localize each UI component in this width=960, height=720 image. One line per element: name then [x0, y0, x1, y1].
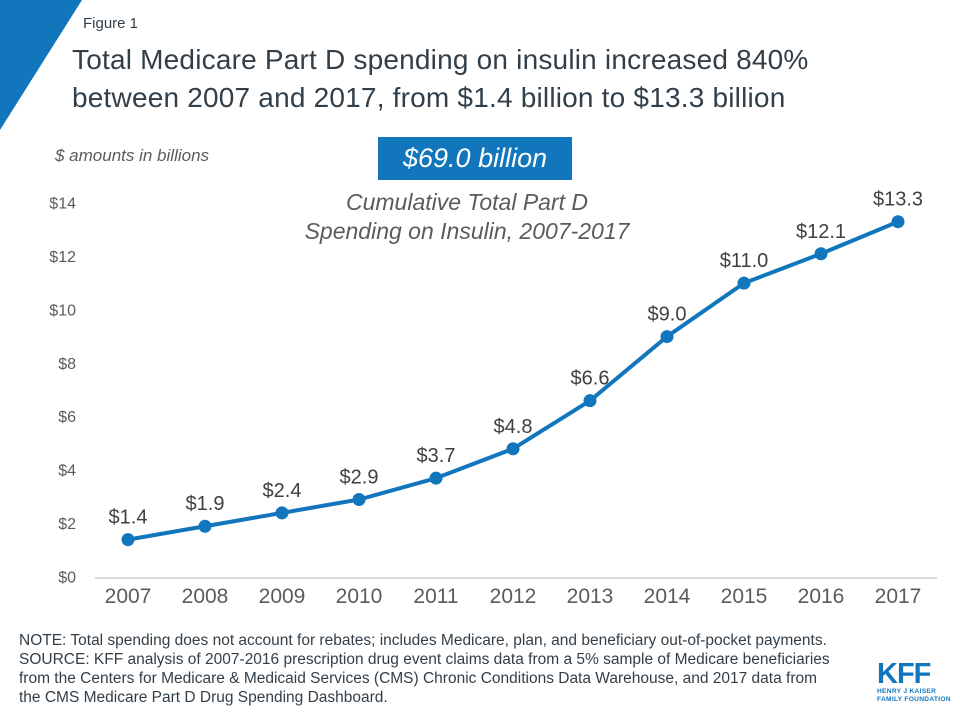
data-label-2013: $6.6 — [571, 368, 610, 390]
x-tick-label-2014: 2014 — [644, 585, 691, 608]
page-title: Total Medicare Part D spending on insuli… — [72, 41, 809, 117]
note-line-1: NOTE: Total spending does not account fo… — [19, 632, 827, 649]
y-tick-label-12: $12 — [49, 249, 76, 266]
y-tick-label-4: $4 — [58, 463, 76, 480]
footnotes: NOTE: Total spending does not account fo… — [19, 631, 830, 707]
trend-line — [126, 219, 900, 542]
y-tick-label-0: $0 — [58, 570, 76, 587]
data-label-2014: $9.0 — [648, 304, 687, 326]
y-tick-label-10: $10 — [49, 302, 76, 319]
figure-label: Figure 1 — [83, 15, 139, 32]
y-tick-label-14: $14 — [49, 196, 76, 213]
kff-logo-subtitle: HENRY J KAISER FAMILY FOUNDATION — [877, 688, 951, 703]
kff-logo-subtitle-line-2: FAMILY FOUNDATION — [877, 695, 951, 703]
corner-triangle — [0, 0, 82, 130]
kff-logo-subtitle-line-1: HENRY J KAISER — [877, 688, 937, 695]
units-note: $ amounts in billions — [55, 146, 210, 165]
data-label-2009: $2.4 — [263, 480, 302, 502]
callout-subtitle-line-2: Spending on Insulin, 2007-2017 — [304, 218, 630, 244]
y-tick-label-2: $2 — [58, 516, 76, 533]
callout-subtitle-line-1: Cumulative Total Part D — [345, 189, 589, 215]
data-label-2011: $3.7 — [417, 445, 456, 467]
data-point-2012 — [506, 442, 520, 456]
x-tick-label-2007: 2007 — [105, 585, 152, 608]
data-label-2015: $11.0 — [720, 250, 769, 272]
data-point-2016 — [814, 247, 828, 261]
x-tick-label-2008: 2008 — [182, 585, 229, 608]
data-point-2007 — [121, 533, 135, 547]
data-label-2016: $12.1 — [796, 221, 846, 243]
kff-logo: KFF HENRY J KAISER FAMILY FOUNDATION — [877, 658, 951, 703]
data-point-2014 — [660, 330, 674, 344]
title-line-1: Total Medicare Part D spending on insuli… — [72, 44, 809, 75]
x-tick-label-2017: 2017 — [875, 585, 922, 608]
callout-subtitle: Cumulative Total Part D Spending on Insu… — [305, 188, 630, 246]
source-line-2: from the Centers for Medicare & Medicaid… — [19, 670, 818, 687]
x-tick-label-2013: 2013 — [567, 585, 614, 608]
x-tick-label-2010: 2010 — [336, 585, 383, 608]
x-tick-label-2015: 2015 — [721, 585, 768, 608]
data-label-2007: $1.4 — [109, 507, 148, 529]
data-point-2013 — [583, 394, 597, 408]
x-tick-label-2016: 2016 — [798, 585, 845, 608]
x-tick-label-2009: 2009 — [259, 585, 306, 608]
data-label-2012: $4.8 — [494, 416, 533, 438]
kff-logo-wordmark: KFF — [877, 658, 931, 690]
corner-accent-shape — [0, 0, 82, 130]
callout-value-box: $69.0 billion — [378, 137, 573, 180]
source-line-1: SOURCE: KFF analysis of 2007-2016 prescr… — [19, 651, 830, 668]
data-label-2017: $13.3 — [873, 189, 923, 211]
data-point-2008 — [198, 519, 212, 533]
y-tick-label-8: $8 — [58, 356, 76, 373]
source-line-3: the CMS Medicare Part D Drug Spending Da… — [19, 689, 388, 706]
title-line-2: between 2007 and 2017, from $1.4 billion… — [72, 82, 786, 113]
y-tick-label-6: $6 — [58, 409, 76, 426]
data-label-2010: $2.9 — [340, 467, 379, 489]
data-point-2017 — [891, 215, 905, 229]
data-point-2015 — [737, 276, 751, 290]
data-point-2010 — [352, 493, 366, 507]
x-tick-label-2012: 2012 — [490, 585, 537, 608]
x-tick-label-2011: 2011 — [413, 585, 458, 608]
data-point-2009 — [275, 506, 289, 520]
data-point-2011 — [429, 471, 443, 485]
data-label-2008: $1.9 — [186, 493, 225, 515]
